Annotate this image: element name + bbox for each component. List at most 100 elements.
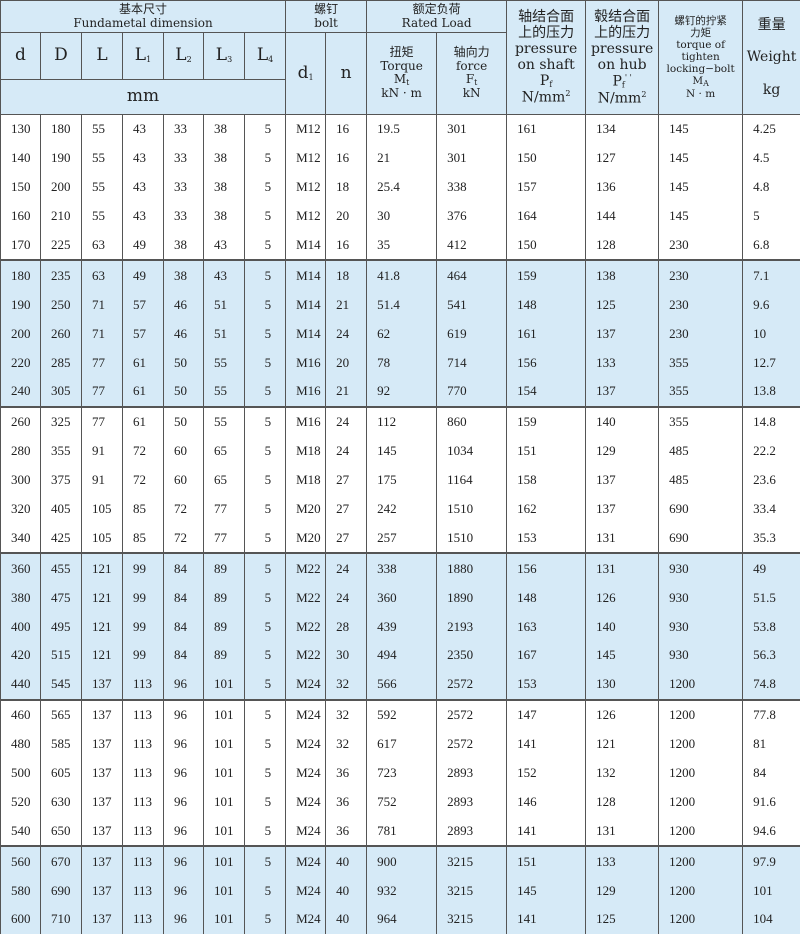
table-cell: 930 (658, 552, 744, 584)
table-cell: M24 (285, 758, 327, 788)
bolt-torque-header: 螺钉的拧紧 力矩 torque of tighten locking−bolt MA N ·… (658, 0, 744, 115)
table-cell: 964 (366, 905, 438, 934)
table-cell: 301 (436, 114, 508, 144)
table-cell: 242 (366, 494, 438, 524)
table-cell: 900 (366, 845, 438, 877)
table-cell: 94.6 (742, 816, 800, 847)
table-row: 420 515 121 99 84 89 5 M22 30 494 2350 167 145 930 56.… (0, 641, 800, 670)
table-cell: 3215 (436, 905, 508, 934)
table-cell: 96 (163, 845, 204, 877)
table-cell: 20 (325, 201, 368, 231)
table-cell: 132 (585, 758, 660, 788)
table-cell: 5 (243, 612, 287, 642)
table-cell: 2572 (436, 729, 508, 759)
table-cell: 200 (0, 319, 41, 349)
table-cell: 1200 (658, 669, 744, 700)
table-cell: 5 (243, 436, 287, 466)
table-cell: 5 (243, 729, 287, 759)
table-cell: 13.8 (742, 377, 800, 407)
table-cell: 101 (203, 758, 245, 788)
table-cell: M22 (285, 583, 327, 613)
table-cell: 140 (585, 612, 660, 642)
table-cell: M12 (285, 143, 327, 173)
table-cell: 38 (203, 114, 245, 144)
table-cell: 49 (122, 259, 164, 291)
table-cell: 131 (585, 552, 660, 584)
table-cell: 560 (0, 845, 41, 877)
table-cell: 9.6 (742, 290, 800, 320)
table-cell: 113 (122, 905, 164, 934)
table-row: 560 670 137 113 96 101 5 M24 40 900 3215 151 133 1200… (0, 845, 800, 877)
table-cell: 63 (81, 259, 123, 291)
table-cell: 141 (506, 905, 587, 934)
fundamental-dimension-header: 基本尺寸 Fundametal dimension (0, 0, 287, 33)
table-cell: 260 (40, 319, 82, 349)
table-cell: M24 (285, 698, 327, 730)
table-cell: 600 (0, 905, 41, 934)
table-cell: 101 (203, 669, 245, 700)
table-row: 540 650 137 113 96 101 5 M24 36 781 2893 141 131 1200… (0, 816, 800, 847)
table-cell: 1034 (436, 436, 508, 466)
table-row: 150 200 55 43 33 38 5 M12 18 25.4 338 157 136 145 4.8 (0, 172, 800, 202)
table-cell: 22.2 (742, 436, 800, 466)
table-cell: 61 (122, 348, 164, 378)
table-cell: 1890 (436, 583, 508, 613)
table-cell: M22 (285, 612, 327, 642)
table-cell: 33.4 (742, 494, 800, 524)
table-cell: 21 (366, 143, 438, 173)
table-cell: 5 (243, 552, 287, 584)
table-cell: 74.8 (742, 669, 800, 700)
table-cell: 145 (658, 114, 744, 144)
table-cell: 137 (585, 465, 660, 495)
table-cell: 230 (658, 259, 744, 291)
table-cell: 41.8 (366, 259, 438, 291)
table-cell: 96 (163, 787, 204, 817)
table-cell: 161 (506, 319, 587, 349)
table-cell: 24 (325, 405, 368, 437)
shaft-pressure-header: 轴结合面 上的压力 pressure on shaft Pf N/mm2 (506, 0, 587, 115)
table-cell: 89 (203, 583, 245, 613)
table-cell: 55 (81, 201, 123, 231)
table-cell: 2572 (436, 698, 508, 730)
table-cell: 77.8 (742, 698, 800, 730)
table-cell: 99 (122, 612, 164, 642)
table-cell: 440 (0, 669, 41, 700)
table-cell: 56.3 (742, 641, 800, 670)
table-cell: 96 (163, 669, 204, 700)
table-cell: 36 (325, 758, 368, 788)
table-cell: 77 (81, 405, 123, 437)
table-cell: M24 (285, 845, 327, 877)
table-cell: 18 (325, 172, 368, 202)
table-cell: 89 (203, 552, 245, 584)
table-cell: 180 (0, 259, 41, 291)
table-cell: 460 (0, 698, 41, 730)
table-cell: 89 (203, 612, 245, 642)
table-cell: 355 (658, 405, 744, 437)
table-cell: 36 (325, 787, 368, 817)
table-cell: 464 (436, 259, 508, 291)
table-cell: 161 (506, 114, 587, 144)
col-d: d (0, 32, 41, 80)
table-cell: 355 (658, 348, 744, 378)
table-cell: 167 (506, 641, 587, 670)
col-d1: d1 (285, 32, 327, 115)
table-cell: 723 (366, 758, 438, 788)
table-cell: 72 (163, 494, 204, 524)
table-cell: 151 (506, 845, 587, 877)
table-cell: 43 (203, 230, 245, 261)
table-cell: 5 (243, 641, 287, 670)
table-cell: 1510 (436, 523, 508, 554)
table-cell: 170 (0, 230, 41, 261)
table-cell: 32 (325, 669, 368, 700)
table-cell: 2893 (436, 758, 508, 788)
table-cell: 137 (585, 377, 660, 407)
table-cell: M24 (285, 787, 327, 817)
table-cell: 338 (366, 552, 438, 584)
table-cell: 148 (506, 290, 587, 320)
table-cell: 18 (325, 259, 368, 291)
table-body: 130 180 55 43 33 38 5 M12 16 19.5 301 161 134 145 4.25… (0, 114, 800, 934)
table-cell: 113 (122, 758, 164, 788)
table-cell: M14 (285, 319, 327, 349)
table-cell: 592 (366, 698, 438, 730)
table-cell: 360 (0, 552, 41, 584)
